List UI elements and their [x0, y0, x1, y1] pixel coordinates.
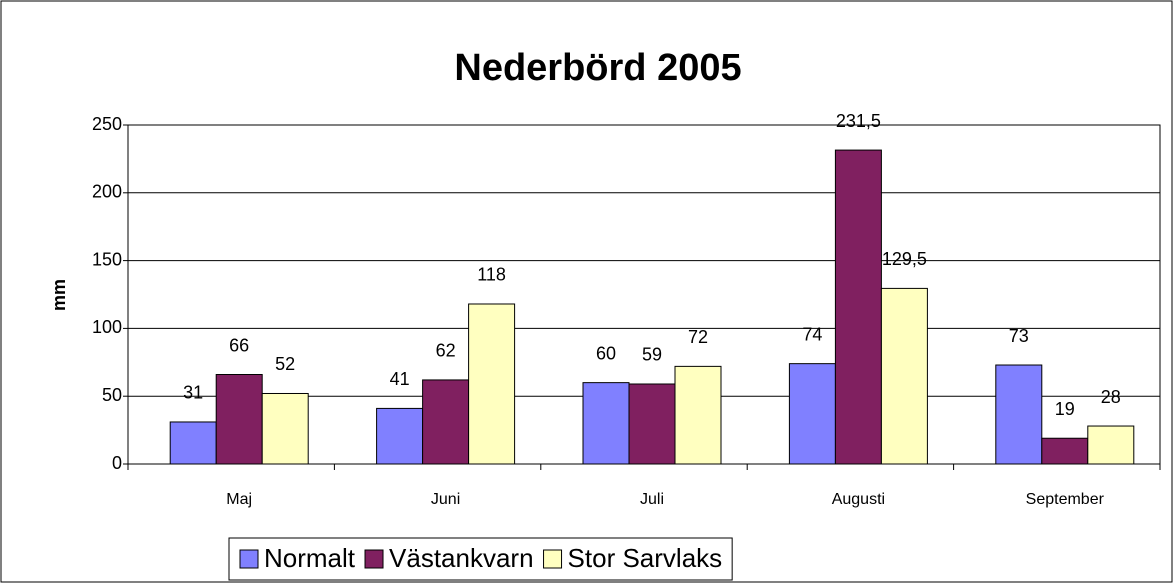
data-label: 118	[477, 265, 506, 285]
legend-swatch	[543, 549, 563, 569]
legend-label: Stor Sarvlaks	[568, 543, 723, 573]
data-label: 129,5	[882, 249, 927, 269]
x-tick-label: Maj	[226, 491, 252, 508]
bar	[261, 392, 309, 465]
bar	[880, 287, 928, 465]
data-label: 66	[229, 335, 249, 355]
legend-box	[228, 537, 733, 581]
data-label: 28	[1101, 387, 1121, 407]
bar	[468, 303, 516, 465]
y-tick-label: 0	[112, 453, 122, 473]
y-tick-label: 250	[92, 114, 122, 134]
data-label: 74	[802, 324, 822, 344]
data-label: 60	[596, 343, 616, 363]
legend-swatch	[364, 549, 384, 569]
y-axis-label: mm	[49, 279, 69, 311]
x-tick-label: Juni	[431, 491, 460, 508]
bar	[995, 364, 1043, 465]
y-tick-label: 100	[92, 317, 122, 337]
bar	[582, 382, 630, 465]
x-tick-label: Augusti	[832, 491, 885, 508]
x-tick-label: Juli	[640, 491, 664, 508]
chart-title: Nederbörd 2005	[454, 47, 741, 89]
y-tick-label: 150	[92, 249, 122, 269]
legend: Normalt Västankvarn Stor Sarvlaks	[228, 537, 733, 581]
y-tick-label: 50	[102, 385, 122, 405]
data-label: 19	[1055, 399, 1075, 419]
bar	[1087, 425, 1135, 465]
data-label: 31	[183, 383, 203, 403]
bar	[788, 363, 836, 465]
bar	[628, 383, 676, 465]
data-label: 41	[390, 369, 410, 389]
data-label: 52	[275, 354, 295, 374]
data-label: 231,5	[836, 111, 881, 131]
bar	[169, 421, 217, 465]
data-label: 59	[642, 345, 662, 365]
bar	[674, 365, 722, 465]
bar	[834, 149, 882, 465]
data-label: 62	[436, 341, 456, 361]
bar	[1041, 437, 1089, 465]
legend-label: Västankvarn	[389, 543, 534, 573]
data-label: 72	[688, 327, 708, 347]
bar	[376, 407, 424, 465]
bar	[215, 374, 263, 465]
legend-swatch	[239, 549, 259, 569]
data-label: 73	[1009, 326, 1029, 346]
legend-label: Normalt	[264, 543, 356, 573]
x-tick-label: September	[1026, 491, 1105, 508]
bar	[422, 379, 470, 465]
y-tick-label: 200	[92, 182, 122, 202]
